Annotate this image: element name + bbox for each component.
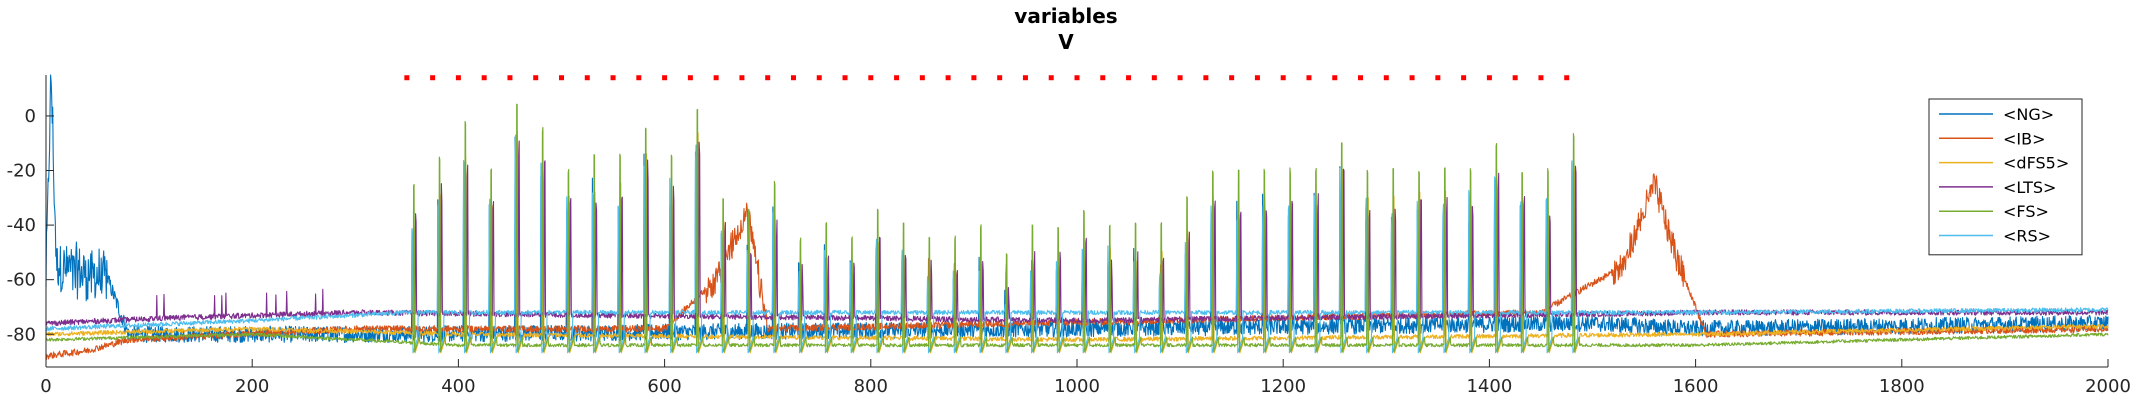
stimulus-marker [971, 75, 977, 81]
stimulus-marker [1074, 75, 1080, 81]
stimulus-marker [1538, 75, 1544, 81]
stimulus-marker [430, 75, 436, 81]
series-line-ng [45, 74, 2109, 343]
legend-label: <RS> [2003, 227, 2051, 246]
chart-subtitle: V [1058, 30, 1074, 54]
stimulus-marker [404, 75, 410, 81]
stimulus-marker [455, 75, 461, 81]
stimulus-marker [739, 75, 745, 81]
stimulus-marker [1229, 75, 1235, 81]
stimulus-marker [1100, 75, 1106, 81]
y-tick-label: 0 [25, 106, 36, 127]
axes: 0 200 400 600 800 1000 1200 1400 1600 1800 2000 0 -2… [7, 75, 2131, 397]
x-tick-label: 0 [40, 376, 51, 397]
stimulus-marker [1254, 75, 1260, 81]
stimulus-marker [713, 75, 719, 81]
stimulus-markers [404, 75, 1570, 81]
stimulus-marker [1512, 75, 1518, 81]
legend-label: <IB> [2003, 129, 2046, 148]
stimulus-marker [662, 75, 668, 81]
legend[interactable]: <NG> <IB> <dFS5> <LTS> <FS> <RS> [1928, 98, 2083, 256]
stimulus-marker [945, 75, 951, 81]
stimulus-marker [765, 75, 771, 81]
x-tick-label: 400 [441, 376, 475, 397]
stimulus-marker [1177, 75, 1183, 81]
stimulus-marker [1306, 75, 1312, 81]
stimulus-marker [919, 75, 925, 81]
x-tick-label: 800 [854, 376, 888, 397]
stimulus-marker [1383, 75, 1389, 81]
series-lines [45, 74, 2109, 360]
stimulus-marker [790, 75, 796, 81]
legend-label: <FS> [2003, 202, 2049, 221]
series-line-dfs5 [45, 130, 2109, 354]
stimulus-marker [1358, 75, 1364, 81]
stimulus-marker [1486, 75, 1492, 81]
stimulus-marker [816, 75, 822, 81]
stimulus-marker [868, 75, 874, 81]
y-tick-label: -60 [7, 270, 36, 291]
y-tick-label: -20 [7, 161, 36, 182]
stimulus-marker [610, 75, 616, 81]
stimulus-marker [1461, 75, 1467, 81]
stimulus-marker [1409, 75, 1415, 81]
stimulus-marker [1151, 75, 1157, 81]
stimulus-marker [1126, 75, 1132, 81]
legend-label: <LTS> [2003, 178, 2056, 197]
stimulus-marker [636, 75, 642, 81]
x-tick-label: 1000 [1054, 376, 1100, 397]
x-tick-label: 1600 [1673, 376, 1719, 397]
stimulus-marker [1332, 75, 1338, 81]
stimulus-marker [894, 75, 900, 81]
stimulus-marker [1435, 75, 1441, 81]
y-tick-label: -80 [7, 324, 36, 345]
stimulus-marker [1280, 75, 1286, 81]
x-tick-label: 200 [235, 376, 269, 397]
stimulus-marker [1048, 75, 1054, 81]
stimulus-marker [584, 75, 590, 81]
stimulus-marker [1022, 75, 1028, 81]
stimulus-marker [997, 75, 1003, 81]
x-tick-label: 1800 [1879, 376, 1925, 397]
series-line-fs [45, 103, 2109, 353]
x-tick-label: 1200 [1260, 376, 1306, 397]
y-tick-label: -40 [7, 215, 36, 236]
x-tick-label: 600 [647, 376, 681, 397]
x-tick-label: 1400 [1466, 376, 1512, 397]
stimulus-marker [507, 75, 513, 81]
stimulus-marker [481, 75, 487, 81]
stimulus-marker [687, 75, 693, 81]
stimulus-marker [533, 75, 539, 81]
plot-area [46, 75, 2108, 367]
stimulus-marker [559, 75, 564, 81]
stimulus-marker [1564, 75, 1570, 81]
legend-label: <NG> [2003, 105, 2054, 124]
legend-label: <dFS5> [2003, 154, 2069, 173]
x-tick-label: 2000 [2085, 376, 2131, 397]
stimulus-marker [1203, 75, 1209, 81]
legend-box [1928, 98, 2083, 256]
series-line-rs [45, 134, 2109, 354]
chart-title: variables [1014, 4, 1117, 28]
stimulus-marker [842, 75, 848, 81]
